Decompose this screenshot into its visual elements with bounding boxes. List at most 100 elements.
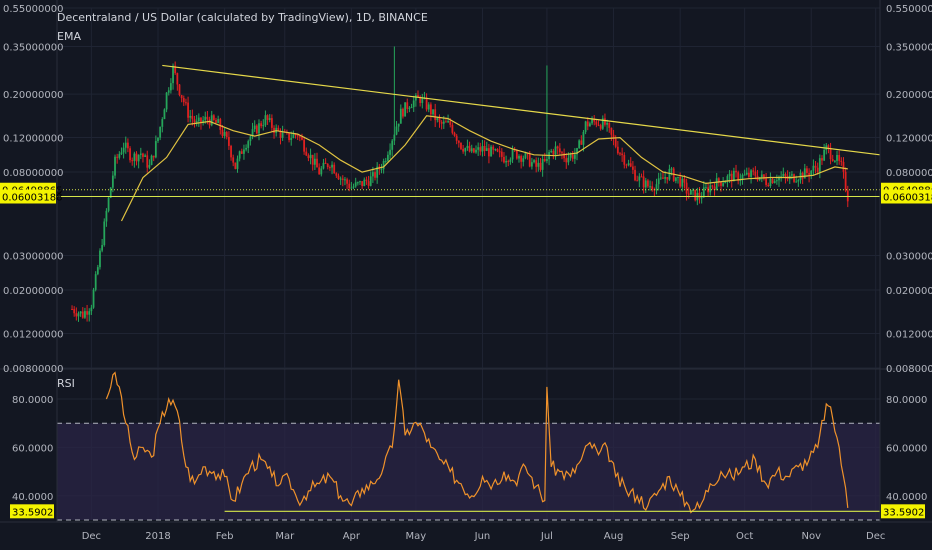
candle-up <box>442 121 445 124</box>
candle-down <box>468 145 471 152</box>
candle-down <box>215 120 217 123</box>
candle-down <box>174 65 177 74</box>
candle-up <box>292 134 295 139</box>
x-tick-label: May <box>406 531 427 542</box>
candle-up <box>320 168 323 175</box>
price-tick-label-left: 0.12000000 <box>3 134 63 145</box>
candle-down <box>191 115 194 120</box>
candle-down <box>73 309 76 314</box>
candle-up <box>161 119 164 127</box>
candle-down <box>219 119 222 130</box>
price-tick-label-left: 0.00800000 <box>3 364 63 375</box>
chart-title: Decentraland / US Dollar (calculated by … <box>57 11 428 24</box>
candle-up <box>674 177 677 181</box>
candle-up <box>803 168 806 179</box>
candle-down <box>307 155 310 159</box>
candle-up <box>795 181 798 183</box>
candle-up <box>427 104 430 110</box>
candle-up <box>818 158 821 172</box>
candle-up <box>485 148 488 151</box>
candle-down <box>831 159 834 162</box>
price-tick-label-left: 0.02000000 <box>3 286 63 297</box>
candle-up <box>258 123 260 134</box>
candle-down <box>754 171 757 176</box>
candle-up <box>109 187 112 198</box>
candle-down <box>419 97 422 103</box>
candle-down <box>176 73 179 85</box>
candle-up <box>681 178 684 187</box>
candle-down <box>234 162 237 169</box>
candle-up <box>760 174 763 178</box>
candle-up <box>655 184 658 191</box>
candle-up <box>253 125 256 130</box>
price-tick-label-right: 0.02000000 <box>886 286 932 297</box>
candle-down <box>318 167 321 175</box>
candle-up <box>384 160 387 162</box>
candle-down <box>838 154 841 161</box>
rsi-label[interactable]: RSI <box>57 377 75 390</box>
candle-down <box>565 158 568 163</box>
x-tick-label: Aug <box>604 531 624 542</box>
price-pane[interactable] <box>57 46 881 322</box>
candle-down <box>685 182 688 194</box>
candle-down <box>329 167 331 169</box>
candle-up <box>578 140 581 149</box>
candle-up <box>692 189 694 191</box>
candle-up <box>397 123 400 127</box>
candle-down <box>457 140 460 143</box>
candle-up <box>195 121 198 123</box>
candle-up <box>124 142 127 148</box>
candle-up <box>732 170 735 182</box>
candle-down <box>298 136 301 138</box>
candle-down <box>720 182 722 186</box>
candle-down <box>636 180 639 182</box>
candle-down <box>642 176 645 188</box>
candle-up <box>833 160 836 162</box>
candle-up <box>670 168 673 170</box>
candle-down <box>279 130 282 138</box>
rsi-pane[interactable] <box>57 371 880 521</box>
candle-down <box>472 148 475 153</box>
candle-down <box>679 176 682 187</box>
candle-up <box>223 132 226 136</box>
ema-indicator-label[interactable]: EMA <box>57 30 81 43</box>
candle-down <box>840 160 843 162</box>
candle-up <box>790 174 793 176</box>
candle-up <box>638 176 641 181</box>
candle-up <box>389 149 391 155</box>
candle-down <box>500 151 503 157</box>
candle-down <box>586 121 589 127</box>
candle-down <box>735 170 737 173</box>
candle-down <box>793 174 795 182</box>
x-tick-label: Apr <box>343 531 361 542</box>
candle-down <box>449 121 452 125</box>
candle-up <box>380 169 383 171</box>
candle-up <box>313 158 316 165</box>
candle-down <box>543 159 546 161</box>
price-tick-label-right: 0.03000000 <box>886 252 932 263</box>
candle-up <box>290 138 293 140</box>
candle-down <box>200 117 202 123</box>
candle-up <box>94 274 97 290</box>
candle-down <box>580 140 583 145</box>
candle-up <box>477 147 480 150</box>
candle-down <box>610 127 613 135</box>
candle-down <box>346 179 348 184</box>
candle-down <box>597 124 600 126</box>
candle-up <box>741 174 744 180</box>
candle-up <box>249 136 252 142</box>
candle-up <box>677 176 679 178</box>
candle-down <box>842 161 845 172</box>
candle-up <box>120 152 123 155</box>
resistance-trendline[interactable] <box>162 64 881 156</box>
rsi-line[interactable] <box>105 371 849 514</box>
candle-down <box>180 95 183 99</box>
ema-line[interactable] <box>120 115 848 222</box>
candle-up <box>509 159 512 162</box>
candle-up <box>773 181 776 184</box>
price-tag-right <box>881 189 932 204</box>
candle-down <box>616 146 619 154</box>
candle-down <box>599 125 602 129</box>
candle-up <box>354 182 357 187</box>
candle-up <box>399 108 402 124</box>
